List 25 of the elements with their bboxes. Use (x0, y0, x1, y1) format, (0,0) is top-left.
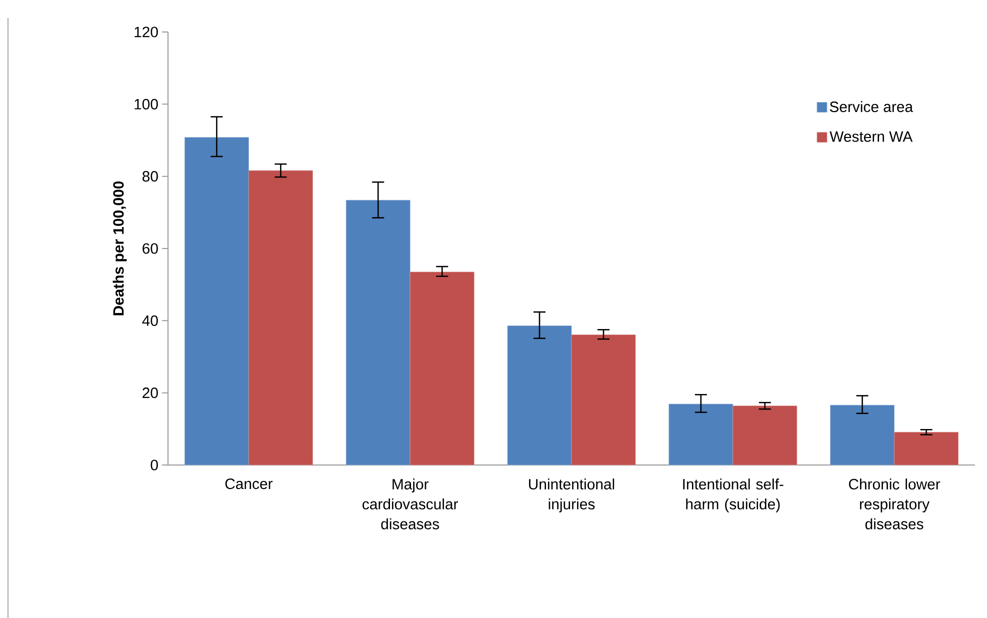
bar (830, 404, 895, 465)
bar (248, 170, 313, 465)
bar (346, 200, 410, 465)
x-tick-label: Chronic lower respiratory diseases (848, 478, 940, 530)
y-tick-label: 60 (142, 242, 158, 254)
y-tick-label: 40 (142, 315, 158, 326)
x-tick-label: Intentional self-harm (suicide) (683, 478, 784, 512)
bar (571, 334, 636, 465)
legend-label: Service area (830, 100, 914, 112)
y-tick-label: 20 (142, 387, 158, 398)
bar (184, 136, 249, 465)
legend-label: Western WA (830, 131, 913, 142)
bar (507, 325, 572, 465)
x-tick-label: Major cardiovascular diseases (362, 478, 458, 530)
bar (894, 432, 959, 465)
x-tick-label: Unintentional injuries (529, 478, 614, 512)
y-axis-title: Deaths per 100,000 (112, 181, 127, 315)
bar (410, 272, 474, 465)
y-tick-label: 0 (150, 459, 158, 470)
bar (668, 404, 734, 465)
y-tick-label: 120 (134, 26, 158, 38)
y-tick-label: 80 (142, 170, 158, 182)
bar (732, 405, 798, 465)
y-tick-label: 100 (134, 98, 158, 110)
x-tick-label: Cancer (225, 478, 273, 489)
